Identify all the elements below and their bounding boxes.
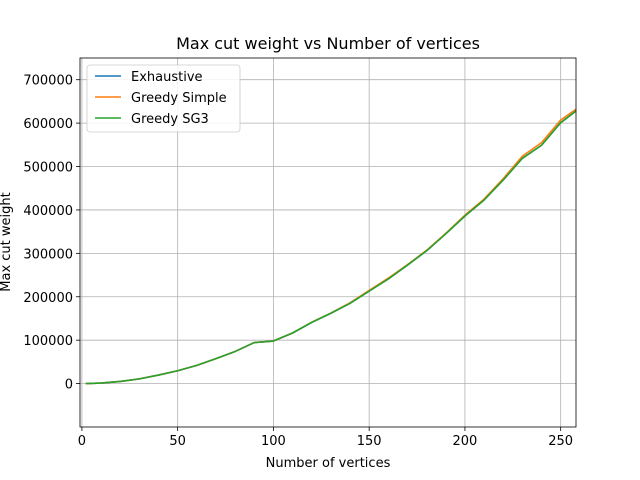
legend: Exhaustive Greedy Simple Greedy SG3	[86, 64, 241, 133]
plot-frame	[79, 57, 577, 428]
x-tick-label: 150	[357, 434, 382, 449]
chart-title: Max cut weight vs Number of vertices	[176, 34, 480, 53]
legend-entry: Greedy SG3	[131, 112, 209, 127]
y-tick-label: 200000	[23, 291, 73, 306]
y-axis-label: Max cut weight	[0, 192, 14, 291]
y-axis: 0 100000 200000 300000 400000 500000 600000 700…	[23, 74, 80, 393]
x-tick-label: 0	[78, 434, 86, 449]
grid	[80, 58, 576, 427]
legend-entry: Exhaustive	[131, 70, 203, 85]
y-tick-label: 0	[65, 378, 73, 393]
x-tick-label: 100	[261, 434, 286, 449]
x-axis: 0 50 100 150 200 250	[78, 427, 573, 449]
y-tick-label: 300000	[23, 247, 73, 262]
x-axis-label: Number of vertices	[266, 456, 391, 471]
y-tick-label: 700000	[23, 74, 73, 89]
series-line-greedy-sg3	[85, 110, 577, 385]
y-tick-label: 600000	[23, 117, 73, 132]
x-tick-label: 50	[169, 434, 186, 449]
series-lines	[85, 108, 577, 385]
legend-entry: Greedy Simple	[131, 91, 227, 106]
legend-box	[86, 64, 241, 133]
x-tick-label: 250	[548, 434, 573, 449]
x-tick-label: 200	[453, 434, 478, 449]
y-tick-label: 400000	[23, 204, 73, 219]
y-tick-label: 500000	[23, 161, 73, 176]
y-tick-label: 100000	[23, 334, 73, 349]
